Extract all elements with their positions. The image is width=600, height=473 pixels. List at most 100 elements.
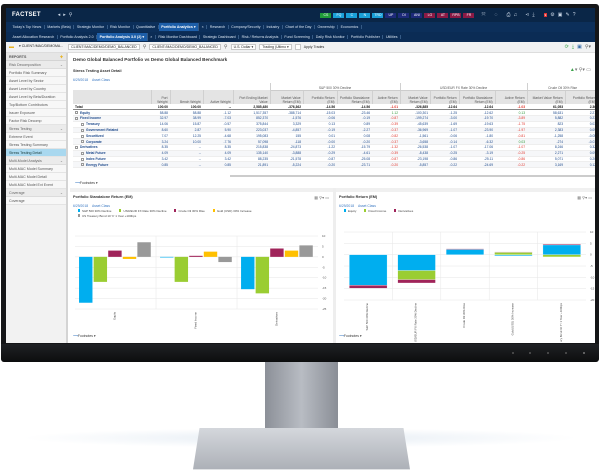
- search-icon[interactable]: ⚲: [69, 12, 73, 18]
- nav-tab[interactable]: Economics: [338, 25, 362, 29]
- column-header[interactable]: Portfolio Return (EM): [430, 90, 459, 104]
- monitor-button[interactable]: [547, 352, 549, 354]
- bar[interactable]: [94, 257, 107, 282]
- bar[interactable]: [108, 251, 121, 257]
- bar[interactable]: [241, 257, 254, 289]
- expand-icon[interactable]: [81, 152, 84, 155]
- monitor-button[interactable]: [512, 352, 514, 354]
- column-header[interactable]: Bench Weight: [170, 90, 203, 104]
- grouping-link[interactable]: Asset Class: [92, 78, 110, 82]
- monitor-button[interactable]: [565, 352, 567, 354]
- subnav-tab[interactable]: Strategic Dashboard: [200, 35, 239, 39]
- subnav-tab[interactable]: Asset Allocation Research: [10, 35, 58, 39]
- expand-icon[interactable]: [81, 140, 84, 143]
- nav-tab[interactable]: Portfolio Analytics ▾: [159, 23, 199, 31]
- quick-button[interactable]: DI: [398, 13, 409, 18]
- portfolio-input[interactable]: CLIENT:/MAC/DEMO/DEMO_BALANCED: [68, 44, 140, 50]
- bar[interactable]: [285, 251, 298, 257]
- search-icon[interactable]: ⚲: [224, 44, 228, 50]
- nav-tab[interactable]: Risk Monitor: [108, 25, 134, 29]
- report-item[interactable]: Asset Level by Country: [6, 85, 66, 93]
- bar-segment[interactable]: [543, 244, 581, 245]
- bar-segment[interactable]: [398, 271, 436, 280]
- footnotes-toggle[interactable]: ⟶Footnotes ▾: [73, 334, 96, 338]
- report-group[interactable]: Stress Testing⌄: [6, 125, 66, 133]
- report-item[interactable]: Issuer Exposure: [6, 109, 66, 117]
- column-header[interactable]: Active Weight: [203, 90, 233, 104]
- quick-button[interactable]: LG: [424, 13, 435, 18]
- bar-segment[interactable]: [495, 255, 533, 256]
- print-icon[interactable]: ⎙: [506, 12, 510, 18]
- report-item[interactable]: Factor Risk Decomp: [6, 117, 66, 125]
- bar[interactable]: [204, 252, 217, 257]
- bar[interactable]: [123, 257, 136, 259]
- nav-tab[interactable]: Ownership: [315, 25, 338, 29]
- bar[interactable]: [137, 242, 150, 257]
- quick-button[interactable]: FQ: [333, 13, 344, 18]
- column-header[interactable]: Port Weight: [151, 90, 170, 104]
- column-header[interactable]: [73, 90, 151, 104]
- bar-segment[interactable]: [543, 245, 581, 255]
- download-icon[interactable]: ⤓: [532, 12, 534, 18]
- report-item[interactable]: Multi-MAC Model Summary: [6, 165, 66, 173]
- expand-icon[interactable]: ⤧: [481, 12, 485, 18]
- column-header[interactable]: Active Return (EM): [372, 90, 400, 104]
- column-header[interactable]: Portfolio Standalone Return (EM): [337, 90, 372, 104]
- report-item[interactable]: Coverage: [6, 197, 66, 205]
- folder-icon[interactable]: ▬: [9, 44, 14, 50]
- currency-select[interactable]: U.S. Dollar ▾: [231, 44, 257, 50]
- settings-icon[interactable]: ⚙: [550, 12, 554, 18]
- expand-icon[interactable]: [81, 163, 84, 166]
- save-icon[interactable]: ▣: [558, 12, 563, 18]
- quick-button[interactable]: RPB: [450, 13, 461, 18]
- column-header[interactable]: Port Ending Market Value: [233, 90, 270, 104]
- expand-icon[interactable]: [75, 111, 78, 114]
- bar-segment[interactable]: [349, 285, 387, 288]
- report-item[interactable]: Asset Level by Beta/Duration: [6, 93, 66, 101]
- nav-tab[interactable]: Strategic Monitor: [74, 25, 107, 29]
- bar[interactable]: [160, 257, 173, 258]
- save-icon[interactable]: ▣: [577, 44, 582, 50]
- column-header[interactable]: Portfolio Return (EM): [303, 90, 337, 104]
- bar-segment[interactable]: [446, 249, 484, 254]
- pricing-select[interactable]: Trading (Ultimo ▾: [259, 44, 292, 50]
- quick-button[interactable]: FR: [463, 13, 474, 18]
- bar-segment[interactable]: [495, 252, 533, 254]
- footnotes-toggle[interactable]: ⟶Footnotes ▾: [75, 181, 98, 185]
- report-group[interactable]: Risk Decomposition⌄: [6, 61, 66, 69]
- nav-tab[interactable]: Quantitative: [134, 25, 159, 29]
- benchmark-input[interactable]: CLIENT:/MAC/DEMO/DEMO_BALANCED: [149, 44, 221, 50]
- collapse-icon[interactable]: [75, 146, 78, 149]
- column-header[interactable]: Portfolio Return (EM): [565, 90, 595, 104]
- report-item[interactable]: Stress Testing Summary: [6, 141, 66, 149]
- subnav-tab[interactable]: ×: [148, 35, 156, 39]
- report-group[interactable]: Coverage⌄: [6, 189, 66, 197]
- export-icon[interactable]: ▲▾ ⚲▾ ▭: [570, 67, 591, 73]
- chevron-down-icon[interactable]: ⌄: [60, 61, 63, 68]
- quick-button[interactable]: N: [359, 13, 370, 18]
- date-link[interactable]: 6/29/2018: [73, 78, 88, 82]
- share-icon[interactable]: ⋖: [525, 12, 529, 18]
- bar[interactable]: [270, 249, 283, 257]
- nav-tab[interactable]: Markets (Beta): [45, 25, 75, 29]
- forward-icon[interactable]: ▸: [63, 12, 66, 18]
- quick-button[interactable]: C: [346, 13, 357, 18]
- report-item[interactable]: Top/Bottom Contributors: [6, 101, 66, 109]
- column-header[interactable]: Active Return (EM): [495, 90, 527, 104]
- expand-icon[interactable]: [81, 129, 84, 132]
- nav-tab[interactable]: Chart of the Day: [283, 25, 315, 29]
- apply-trades-checkbox[interactable]: [295, 44, 301, 50]
- expand-icon[interactable]: [81, 158, 84, 161]
- subnav-tab[interactable]: Risk Monitor Dashboard: [156, 35, 201, 39]
- quick-button[interactable]: ANI: [411, 13, 422, 18]
- search-icon[interactable]: ⚲▾: [585, 44, 591, 50]
- chevron-down-icon[interactable]: ⌄: [60, 157, 63, 164]
- monitor-button[interactable]: [529, 352, 531, 354]
- bar[interactable]: [189, 256, 202, 257]
- column-header[interactable]: Market Value Return (EM): [400, 90, 430, 104]
- report-item[interactable]: Asset Level by Sector: [6, 77, 66, 85]
- bar[interactable]: [256, 257, 269, 294]
- subnav-tab[interactable]: Portfolio Analysis 2.0: [58, 35, 97, 39]
- column-header[interactable]: Market Value Return (EM): [270, 90, 303, 104]
- account-selector[interactable]: ▾ CLIENT:/MAC/DEMOMA...: [17, 44, 65, 50]
